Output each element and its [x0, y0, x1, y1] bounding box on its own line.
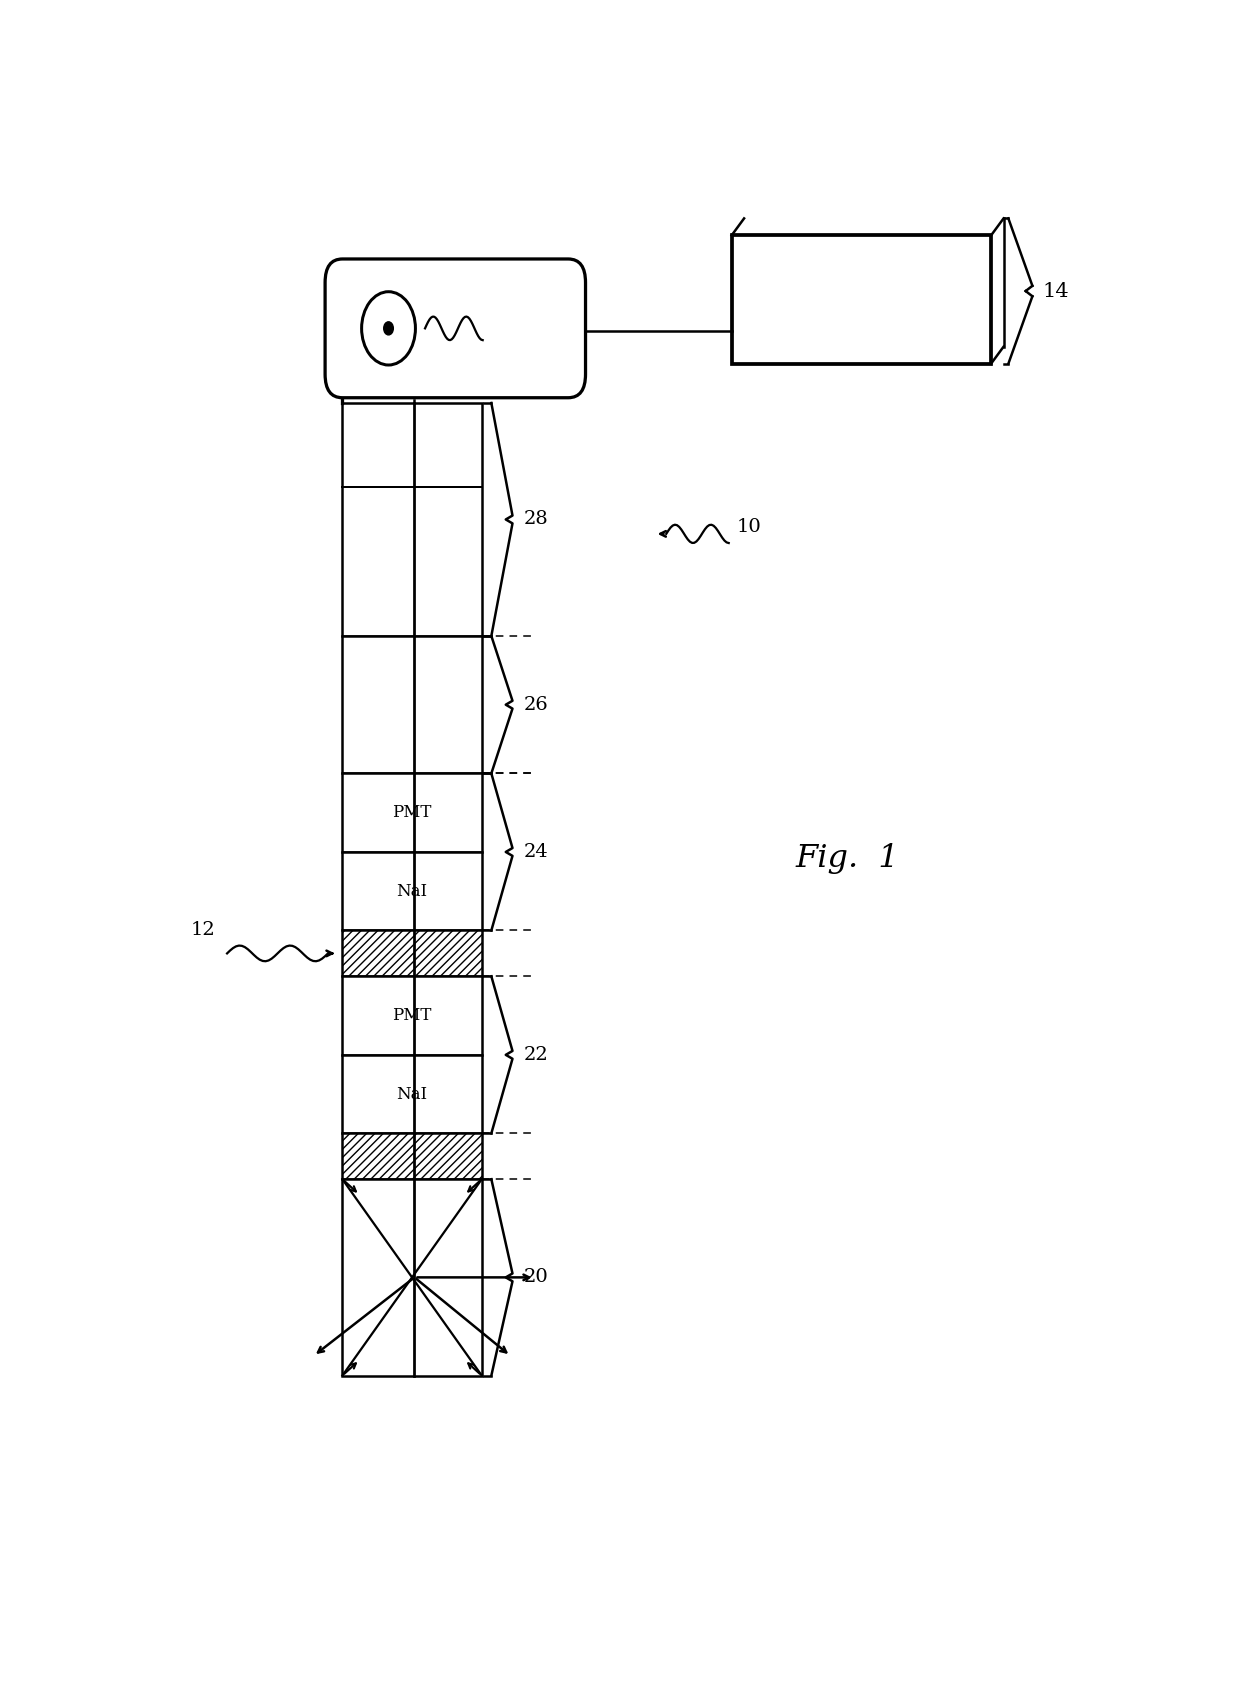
Bar — [342, 1054, 481, 1134]
Text: NaI: NaI — [397, 882, 428, 899]
Text: 28: 28 — [525, 510, 549, 529]
Bar — [342, 1134, 481, 1180]
Text: PMT: PMT — [392, 1006, 432, 1023]
Text: 14: 14 — [1042, 282, 1069, 301]
Text: 22: 22 — [525, 1046, 549, 1064]
Text: 16: 16 — [559, 354, 583, 371]
FancyBboxPatch shape — [325, 258, 585, 398]
Bar — [342, 774, 481, 852]
Bar — [342, 1180, 481, 1375]
Text: 26: 26 — [525, 695, 549, 714]
Text: 20: 20 — [525, 1268, 549, 1287]
Text: 10: 10 — [737, 518, 761, 536]
Text: NaI: NaI — [397, 1086, 428, 1103]
Bar — [342, 852, 481, 930]
Bar — [732, 235, 991, 364]
Bar — [342, 930, 481, 976]
Text: 18: 18 — [487, 298, 511, 314]
Text: Fig.  1: Fig. 1 — [795, 843, 899, 874]
Text: 12: 12 — [191, 921, 216, 938]
Bar — [342, 403, 481, 636]
Bar — [342, 636, 481, 774]
Text: 24: 24 — [525, 843, 549, 860]
Circle shape — [383, 321, 393, 335]
Bar — [342, 976, 481, 1054]
Text: PMT: PMT — [392, 804, 432, 821]
